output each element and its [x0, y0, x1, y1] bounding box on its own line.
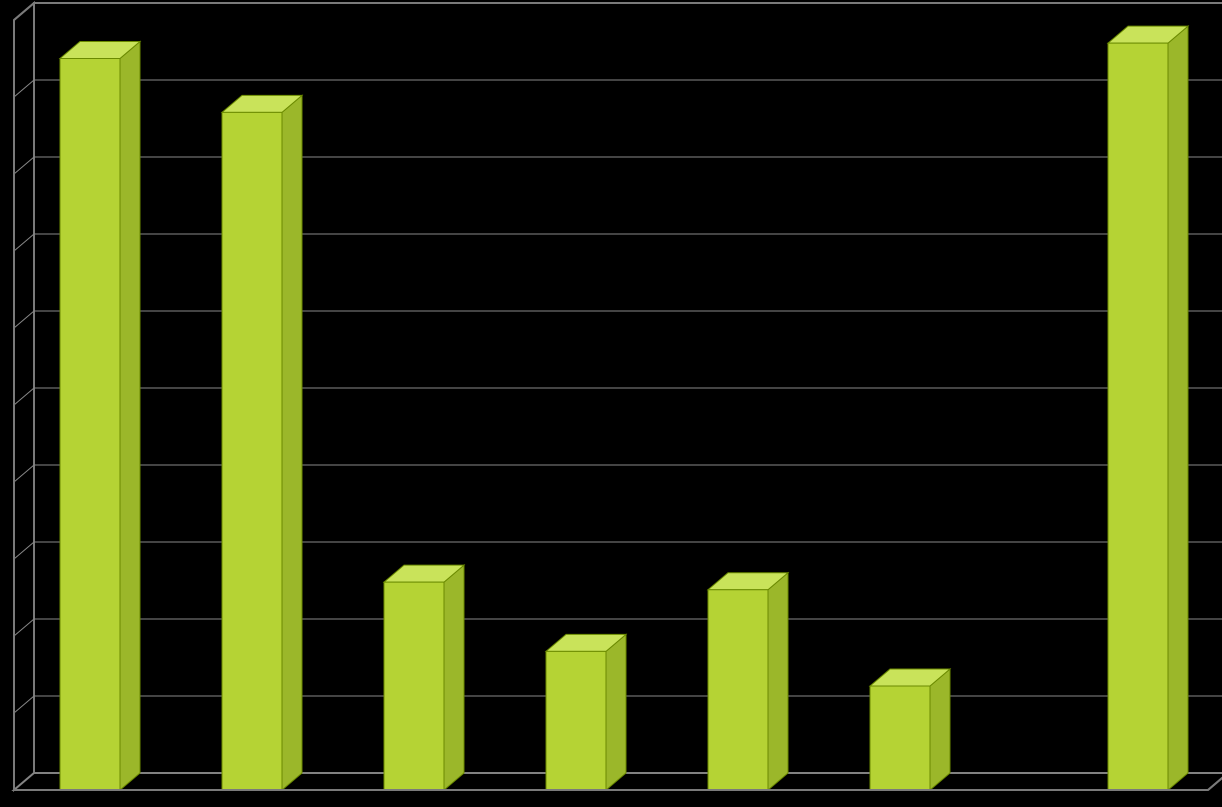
bar-front: [222, 112, 282, 790]
bar-side: [120, 42, 140, 791]
bar-side: [606, 634, 626, 790]
bar-side: [768, 573, 788, 790]
bar-front: [708, 590, 768, 790]
bar-side: [282, 95, 302, 790]
bar-front: [60, 59, 120, 791]
bar-front: [1108, 43, 1168, 790]
bar-front: [546, 651, 606, 790]
bar-side: [444, 565, 464, 790]
chart-svg: [0, 0, 1222, 807]
bar-side: [930, 669, 950, 790]
bar-front: [384, 582, 444, 790]
bar-side: [1168, 26, 1188, 790]
bar-front: [870, 686, 930, 790]
bar-chart-3d: [0, 0, 1222, 807]
